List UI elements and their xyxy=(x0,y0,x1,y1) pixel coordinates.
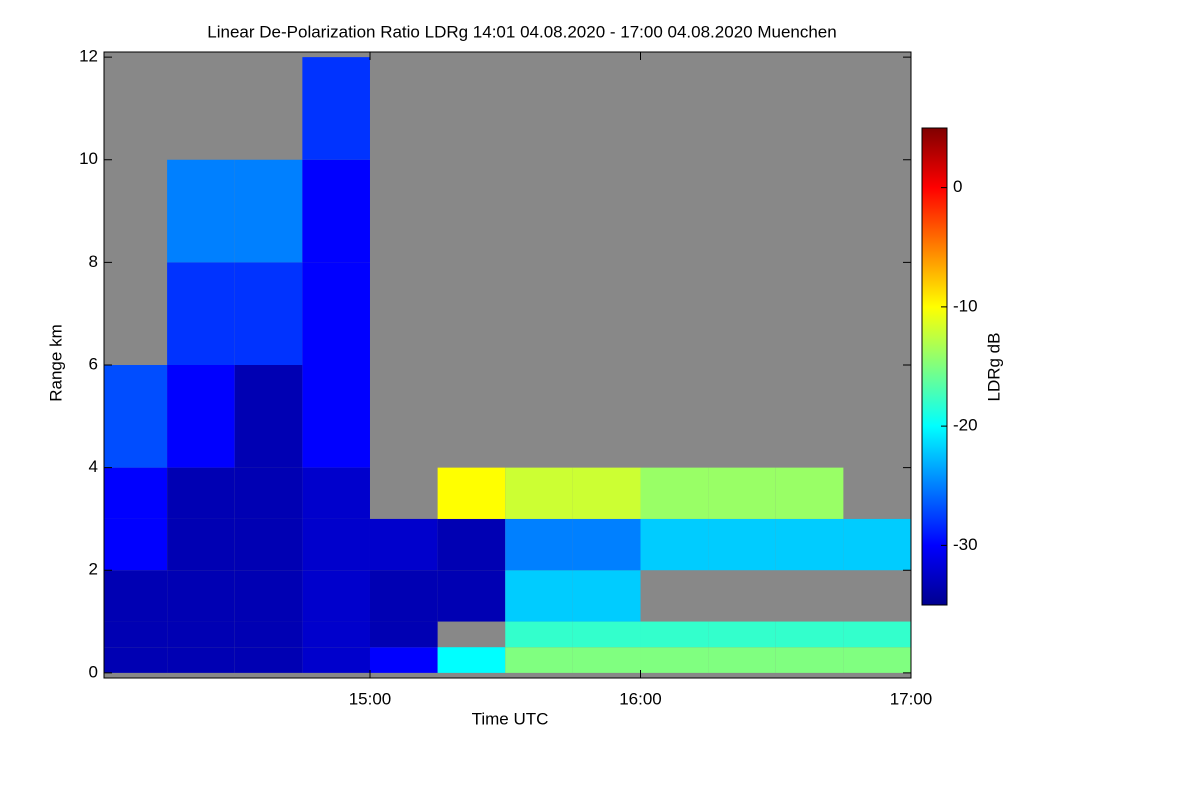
heatmap-cell xyxy=(437,647,506,673)
heatmap-cell xyxy=(572,647,641,673)
heatmap-cell xyxy=(775,518,844,571)
heatmap-cell xyxy=(640,518,709,571)
y-tick-label: 0 xyxy=(89,662,98,681)
heatmap-cell xyxy=(302,159,370,263)
heatmap-cell xyxy=(708,621,776,648)
heatmap-cell xyxy=(167,262,235,365)
heatmap-cell xyxy=(167,518,235,571)
heatmap-cell xyxy=(104,647,168,673)
heatmap-cell xyxy=(640,621,709,648)
heatmap-cell xyxy=(302,467,370,519)
heatmap-cell xyxy=(843,647,911,673)
x-tick-label: 16:00 xyxy=(619,689,662,708)
heatmap-cell xyxy=(572,518,641,571)
heatmap-cell xyxy=(505,570,573,622)
colorbar-tick-label: -30 xyxy=(953,535,978,554)
heatmap-cell xyxy=(167,621,235,648)
heatmap-cell xyxy=(167,570,235,622)
heatmap-cell xyxy=(572,621,641,648)
colorbar-tick-label: 0 xyxy=(953,177,962,196)
y-tick-label: 10 xyxy=(79,149,98,168)
heatmap-cell xyxy=(104,467,168,519)
colorbar-label: LDRg dB xyxy=(984,333,1003,402)
heatmap-cell xyxy=(302,365,370,468)
heatmap-cell xyxy=(775,621,844,648)
y-tick-label: 6 xyxy=(89,354,98,373)
y-tick-label: 8 xyxy=(89,252,98,271)
colorbar-tick-label: -10 xyxy=(953,296,978,315)
heatmap-cell xyxy=(167,365,235,468)
heatmap-cell xyxy=(234,159,303,263)
heatmap-cell xyxy=(505,621,573,648)
heatmap-cell xyxy=(505,518,573,571)
heatmap-cell xyxy=(167,159,235,263)
heatmap-cell xyxy=(843,621,911,648)
y-tick-label: 2 xyxy=(89,560,98,579)
heatmap-cell xyxy=(234,621,303,648)
heatmap-cell xyxy=(505,647,573,673)
heatmap-cell xyxy=(708,647,776,673)
heatmap-cell xyxy=(302,518,370,571)
heatmap-cell xyxy=(369,570,438,622)
heatmap-cell xyxy=(775,647,844,673)
colorbar-tick-label: -20 xyxy=(953,416,978,435)
heatmap-cell xyxy=(302,57,370,160)
heatmap-cell xyxy=(104,518,168,571)
heatmap-cell xyxy=(572,467,641,519)
heatmap-cell xyxy=(302,621,370,648)
x-tick-label: 17:00 xyxy=(890,689,933,708)
heatmap-cell xyxy=(104,621,168,648)
heatmap-cell xyxy=(437,518,506,571)
heatmap-cell xyxy=(234,262,303,365)
heatmap-cell xyxy=(104,570,168,622)
heatmap-cell xyxy=(234,365,303,468)
heatmap-cell xyxy=(302,262,370,365)
heatmap-cell xyxy=(775,467,844,519)
heatmap-cell xyxy=(369,647,438,673)
heatmap-cell xyxy=(369,518,438,571)
chart-title: Linear De-Polarization Ratio LDRg 14:01 … xyxy=(207,22,836,41)
heatmap-cell xyxy=(302,647,370,673)
colorbar xyxy=(921,127,948,606)
heatmap-cell xyxy=(234,467,303,519)
x-axis-label: Time UTC xyxy=(472,709,549,728)
heatmap-cell xyxy=(437,570,506,622)
heatmap-cell xyxy=(234,647,303,673)
heatmap-cell xyxy=(640,647,709,673)
y-tick-label: 4 xyxy=(89,457,98,476)
heatmap-cell xyxy=(843,518,911,571)
y-tick-label: 12 xyxy=(79,47,98,66)
heatmap-cell xyxy=(234,570,303,622)
heatmap-cell xyxy=(167,467,235,519)
heatmap-cell xyxy=(708,467,776,519)
heatmap-cell xyxy=(167,647,235,673)
heatmap-cell xyxy=(302,570,370,622)
heatmap-cell xyxy=(234,518,303,571)
y-axis-label: Range km xyxy=(46,324,65,401)
heatmap-cell xyxy=(640,467,709,519)
heatmap-cell xyxy=(505,467,573,519)
heatmap-cell xyxy=(708,518,776,571)
heatmap-cell xyxy=(104,365,168,468)
heatmap-cell xyxy=(437,467,506,519)
x-tick-label: 15:00 xyxy=(349,689,392,708)
heatmap-cell xyxy=(369,621,438,648)
heatmap-cell xyxy=(572,570,641,622)
